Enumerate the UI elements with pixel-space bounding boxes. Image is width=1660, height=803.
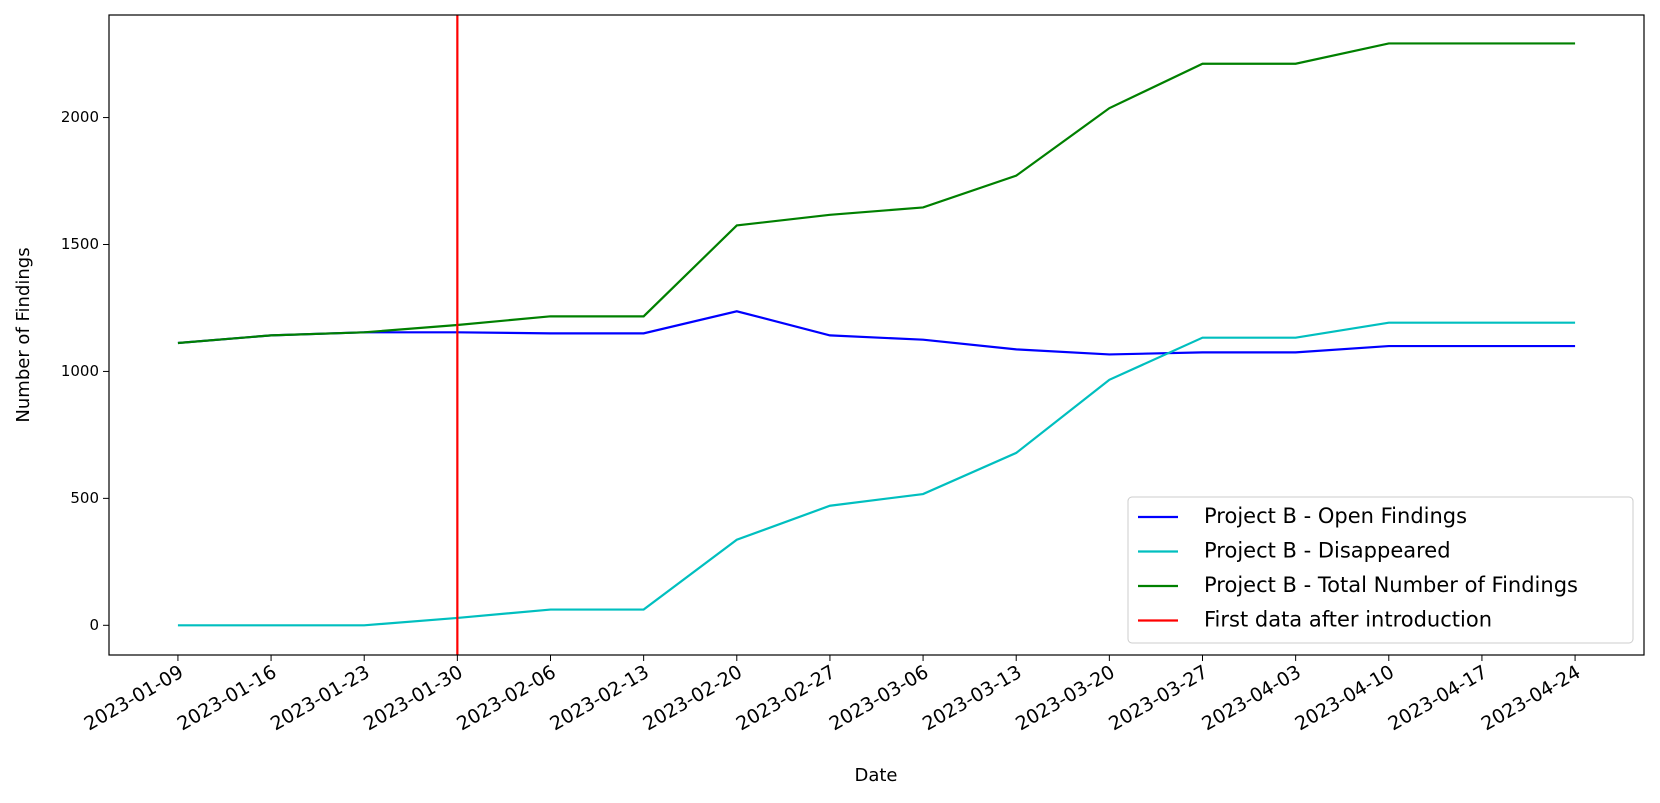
- plot-frame: [108, 14, 1645, 656]
- y-tick-label: 500: [70, 489, 99, 507]
- series-line: [177, 42, 1576, 345]
- series-line: [177, 310, 1576, 356]
- y-tick-label: 1000: [61, 362, 99, 380]
- y-tick-label: 1500: [61, 235, 99, 253]
- legend: Project B - Open Findings Project B - Dis…: [1127, 496, 1634, 644]
- series-line: [177, 321, 1576, 627]
- legend-label: Project B - Disappeared: [1204, 539, 1451, 563]
- legend-label: Project B - Total Number of Findings: [1204, 573, 1578, 597]
- y-tick-label: 2000: [61, 108, 99, 126]
- y-tick-label: 0: [89, 616, 99, 634]
- legend-box: [1127, 496, 1634, 644]
- legend-label: Project B - Open Findings: [1204, 504, 1467, 528]
- y-axis-label: Number of Findings: [13, 247, 34, 422]
- legend-label: First data after introduction: [1204, 608, 1492, 632]
- x-axis-label: Date: [854, 765, 897, 786]
